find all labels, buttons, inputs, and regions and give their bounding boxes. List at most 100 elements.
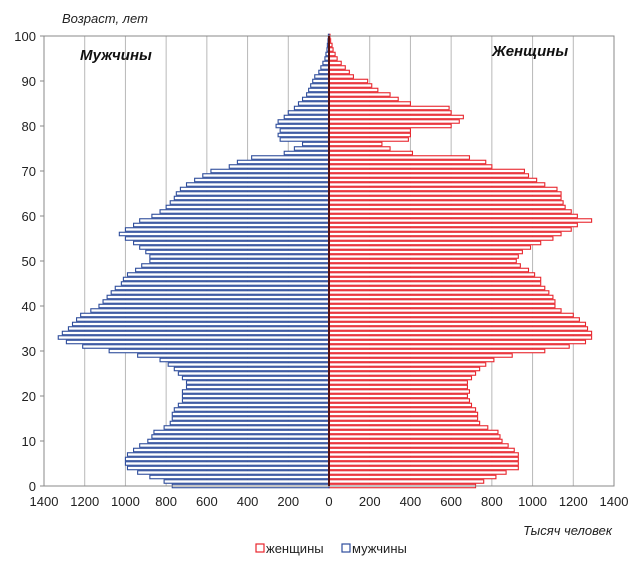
bar-men-age-9 — [139, 443, 330, 448]
bar-men-age-88 — [308, 87, 330, 93]
bar-women-age-24 — [328, 375, 473, 381]
bars — [57, 33, 593, 489]
bar-men-age-80 — [275, 123, 330, 129]
bar-women-age-32 — [328, 339, 587, 345]
bar-women-age-68 — [328, 177, 538, 183]
legend-swatch-men — [341, 543, 351, 553]
tick-labels: 1400 1200 1000 800 600 400 200 0 200 400 600 800 100… — [14, 29, 628, 509]
bar-women-age-17 — [328, 407, 477, 412]
bar-women-age-38 — [328, 312, 574, 318]
bar-women-age-83 — [328, 110, 452, 115]
bar-men-age-64 — [173, 195, 330, 201]
bar-men-age-77 — [279, 137, 330, 142]
bar-men-age-45 — [120, 281, 330, 286]
y-tick-label-5: 50 — [22, 254, 36, 269]
bar-women-age-11 — [328, 434, 501, 439]
bar-men-age-56 — [118, 231, 330, 237]
y-tick-label-8: 80 — [22, 119, 36, 134]
bar-men-age-53 — [139, 245, 330, 250]
bar-men-age-90 — [312, 78, 330, 84]
bar-men-age-50 — [149, 258, 330, 264]
bar-women-age-86 — [328, 96, 399, 102]
bar-women-age-43 — [328, 290, 550, 295]
bar-women-age-29 — [328, 353, 513, 358]
bar-men-age-47 — [126, 272, 330, 277]
bar-women-age-28 — [328, 357, 495, 363]
bar-women-age-13 — [328, 425, 489, 430]
bar-men-age-13 — [163, 425, 330, 430]
bar-men-age-76 — [301, 141, 330, 147]
bar-women-age-15 — [328, 416, 479, 421]
bar-women-age-51 — [328, 254, 519, 259]
bar-women-age-9 — [328, 443, 509, 448]
bar-women-age-3 — [328, 470, 507, 475]
bar-men-age-68 — [194, 177, 330, 183]
bar-men-age-71 — [228, 164, 330, 169]
bar-men-age-15 — [171, 416, 330, 421]
bar-women-age-95 — [328, 56, 338, 61]
bar-women-age-63 — [328, 200, 564, 205]
bar-men-age-51 — [149, 254, 330, 259]
bar-men-age-23 — [185, 380, 330, 385]
bar-men-age-48 — [135, 267, 330, 273]
bar-men-age-60 — [151, 213, 330, 219]
bar-women-age-70 — [328, 168, 525, 174]
x-tick-label-4: 600 — [196, 494, 218, 509]
bar-women-age-16 — [328, 411, 479, 417]
bar-men-age-4 — [126, 465, 330, 471]
x-tick-label-10: 600 — [440, 494, 462, 509]
bar-women-age-81 — [328, 119, 460, 124]
bar-men-age-28 — [159, 357, 330, 363]
bar-women-age-79 — [328, 128, 411, 133]
bar-men-age-34 — [61, 330, 330, 336]
bar-women-age-39 — [328, 308, 562, 313]
bar-women-age-20 — [328, 393, 468, 399]
bar-women-age-34 — [328, 330, 593, 336]
bar-men-age-39 — [90, 308, 330, 313]
bar-men-age-84 — [293, 105, 330, 111]
bar-women-age-57 — [328, 227, 572, 232]
bar-women-age-19 — [328, 398, 471, 403]
bar-men-age-38 — [80, 312, 330, 318]
bar-men-age-43 — [110, 290, 330, 295]
bar-men-age-78 — [277, 132, 330, 138]
bar-men-age-87 — [306, 92, 330, 97]
bar-men-age-79 — [279, 128, 330, 133]
x-tick-label-6: 200 — [277, 494, 299, 509]
bar-men-age-91 — [314, 74, 330, 79]
legend: женщины мужчины — [255, 541, 407, 556]
bar-women-age-6 — [328, 456, 519, 462]
bar-men-age-54 — [133, 240, 330, 246]
bar-men-age-14 — [169, 420, 330, 426]
bar-women-age-94 — [328, 60, 342, 66]
bar-women-age-92 — [328, 69, 350, 75]
bar-men-age-16 — [171, 411, 330, 417]
bar-men-age-27 — [167, 362, 330, 367]
bar-women-age-27 — [328, 362, 487, 367]
bar-women-age-36 — [328, 321, 587, 327]
x-tick-label-8: 200 — [359, 494, 381, 509]
bar-women-age-46 — [328, 276, 542, 282]
bar-women-age-2 — [328, 474, 497, 480]
bar-women-age-31 — [328, 344, 570, 349]
y-tick-label-7: 70 — [22, 164, 36, 179]
bar-men-age-82 — [283, 114, 330, 120]
y-tick-label-0: 0 — [29, 479, 36, 494]
bar-men-age-3 — [137, 470, 330, 475]
bar-women-age-56 — [328, 231, 562, 237]
bar-women-age-62 — [328, 204, 566, 210]
bar-men-age-42 — [106, 294, 330, 300]
bar-women-age-84 — [328, 105, 450, 111]
y-tick-label-2: 20 — [22, 389, 36, 404]
x-tick-label-7: 0 — [325, 494, 332, 509]
bar-men-age-59 — [139, 218, 330, 223]
bar-men-age-46 — [122, 276, 330, 282]
bar-women-age-4 — [328, 465, 519, 471]
bar-women-age-69 — [328, 173, 530, 178]
legend-label-women: женщины — [266, 541, 324, 556]
bar-women-age-93 — [328, 65, 346, 70]
bar-men-age-20 — [181, 393, 330, 399]
bar-men-age-57 — [124, 227, 330, 232]
bar-women-age-82 — [328, 114, 464, 120]
